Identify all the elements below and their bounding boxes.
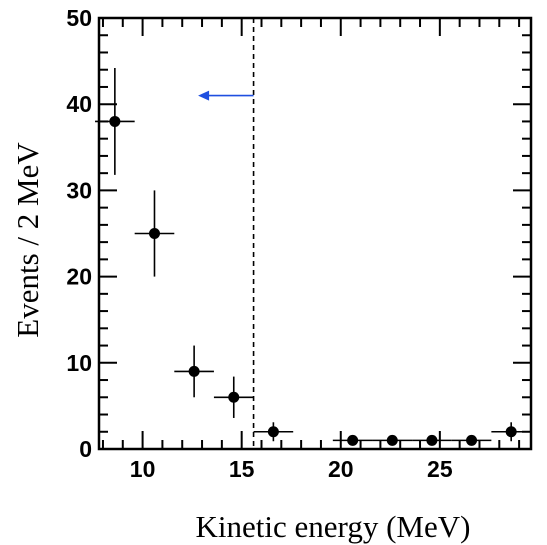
y-tick-label: 20 (66, 264, 92, 290)
y-tick-label: 30 (66, 177, 92, 203)
y-tick-label: 40 (66, 91, 92, 117)
x-tick-label: 15 (229, 456, 255, 482)
tick-labels-layer: 0 10 20 30 40 50 10 15 20 25 (66, 5, 452, 482)
x-tick-label: 25 (427, 456, 453, 482)
data-point (426, 434, 438, 446)
selection-arrow-head (198, 90, 210, 101)
data-point (466, 434, 478, 446)
y-tick-label: 0 (79, 436, 92, 462)
x-tick-label: 20 (328, 456, 354, 482)
x-axis-title: Kinetic energy (MeV) (196, 509, 471, 544)
axes-layer (97, 16, 533, 451)
plot-frame (97, 16, 533, 451)
data-point (386, 434, 398, 446)
data-point (228, 391, 240, 403)
data-point (109, 115, 121, 127)
data-points-layer (95, 67, 531, 446)
data-point (188, 365, 200, 377)
data-point (148, 228, 160, 239)
data-point (347, 434, 359, 446)
x-tick-label: 10 (130, 456, 156, 482)
data-point (267, 426, 279, 438)
data-point (505, 426, 517, 438)
y-tick-label: 10 (66, 350, 92, 376)
y-tick-label: 50 (66, 5, 92, 31)
y-axis-title: Events / 2 MeV (10, 142, 45, 338)
selection-arrow-layer (198, 90, 254, 101)
